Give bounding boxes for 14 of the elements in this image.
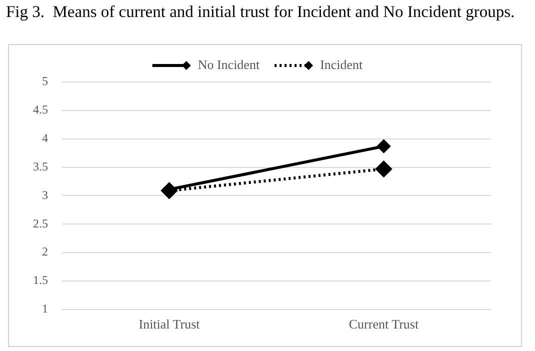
y-tick-label: 2 <box>42 244 48 259</box>
chart-title: Fig 3. Means of current and initial trust for Incident and No Incident groups. <box>6 2 516 21</box>
y-tick-label: 4.5 <box>33 102 48 117</box>
y-tick-label: 4 <box>42 131 48 146</box>
y-tick-label: 1.5 <box>33 273 48 288</box>
x-tick-label: Current Trust <box>348 316 419 332</box>
legend-label: No Incident <box>198 56 260 72</box>
y-tick-label: 1 <box>42 302 48 316</box>
legend-label: Incident <box>320 56 364 72</box>
y-tick-label: 2.5 <box>33 216 48 230</box>
y-tick-label: 5 <box>42 74 48 88</box>
y-tick-label: 3.5 <box>33 159 48 174</box>
y-tick-label: 3 <box>42 188 48 202</box>
x-tick-label: Initial Trust <box>138 316 200 332</box>
